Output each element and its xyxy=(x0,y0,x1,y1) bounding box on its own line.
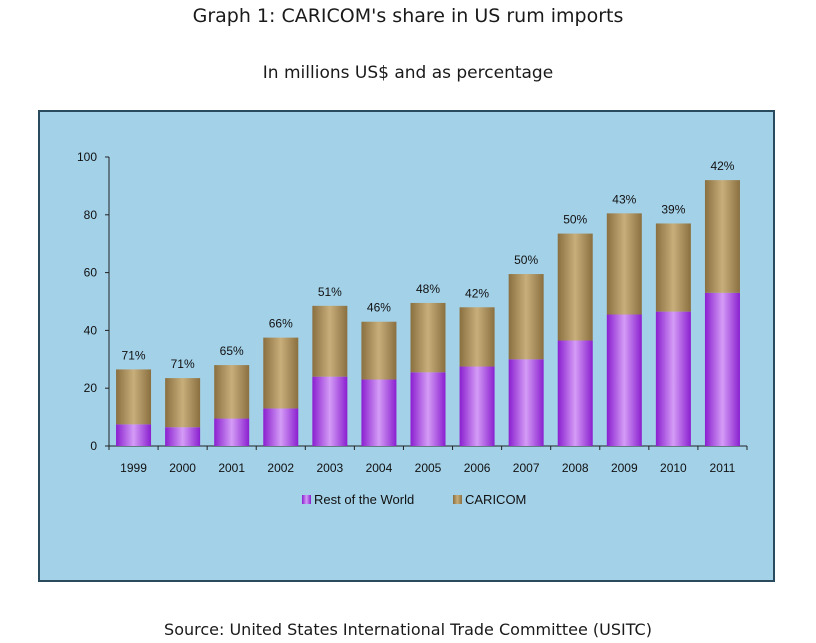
bar-caricom-2003 xyxy=(312,305,348,377)
y-tick-label: 0 xyxy=(90,439,97,453)
chart-subtitle: In millions US$ and as percentage xyxy=(262,63,554,83)
data-label-2011: 42% xyxy=(710,159,734,173)
bar-rest-of-world-2005 xyxy=(410,372,446,446)
data-label-2001: 65% xyxy=(220,344,244,358)
bar-caricom-2007 xyxy=(508,274,544,360)
bar-rest-of-world-2002 xyxy=(263,408,299,446)
chart-area: 0 20 40 60 80 100 1999 71% 2000 71% 2001 65% 2002 66… xyxy=(38,110,775,582)
bar-rest-of-world-1999 xyxy=(116,424,152,446)
x-tick-label-2005: 2005 xyxy=(415,461,442,475)
legend: Rest of the World CARICOM xyxy=(302,492,526,507)
bar-rest-of-world-2004 xyxy=(361,379,397,446)
x-tick-label-2010: 2010 xyxy=(660,461,687,475)
chart-title: Graph 1: CARICOM's share in US rum impor… xyxy=(192,5,624,27)
legend-label-caricom: CARICOM xyxy=(465,492,526,507)
bar-caricom-2009 xyxy=(606,213,642,315)
bar-rest-of-world-2000 xyxy=(165,427,201,446)
x-tick-label-2011: 2011 xyxy=(710,461,736,475)
source-note: Source: United States International Trad… xyxy=(164,620,652,639)
data-label-2000: 71% xyxy=(171,357,195,371)
legend-label-rest-of-the-world: Rest of the World xyxy=(314,492,414,507)
y-tick-label: 20 xyxy=(84,381,98,395)
x-tick-label-2008: 2008 xyxy=(562,461,589,475)
bar-caricom-2005 xyxy=(410,302,446,373)
bar-caricom-2002 xyxy=(263,337,299,409)
bar-caricom-2006 xyxy=(459,307,495,367)
x-tick-label-2001: 2001 xyxy=(218,461,245,475)
y-tick-label: 40 xyxy=(84,323,98,337)
bar-caricom-2000 xyxy=(165,378,201,428)
data-label-2005: 48% xyxy=(416,282,440,296)
data-label-2008: 50% xyxy=(563,213,587,227)
data-label-1999: 71% xyxy=(122,348,146,362)
chart-svg: 0 20 40 60 80 100 1999 71% 2000 71% 2001 65% 2002 66… xyxy=(77,150,748,507)
bar-rest-of-world-2011 xyxy=(704,292,740,446)
data-label-2007: 50% xyxy=(514,253,538,267)
bar-rest-of-world-2001 xyxy=(214,418,250,446)
data-label-2010: 39% xyxy=(661,202,685,216)
legend-swatch-rest-of-the-world xyxy=(302,495,311,504)
bar-rest-of-world-2003 xyxy=(312,376,348,446)
data-label-2009: 43% xyxy=(612,192,636,206)
y-tick-label: 60 xyxy=(84,266,98,280)
x-tick-label-2002: 2002 xyxy=(267,461,294,475)
bar-rest-of-world-2009 xyxy=(606,314,642,446)
bar-caricom-2010 xyxy=(655,223,691,312)
bar-rest-of-world-2010 xyxy=(655,311,691,446)
data-label-2002: 66% xyxy=(269,317,293,331)
x-tick-label-2000: 2000 xyxy=(169,461,196,475)
legend-swatch-caricom xyxy=(453,495,462,504)
bar-caricom-2001 xyxy=(214,365,250,419)
data-label-2004: 46% xyxy=(367,301,391,315)
bar-rest-of-world-2007 xyxy=(508,359,544,446)
bar-rest-of-world-2006 xyxy=(459,366,495,446)
y-tick-label: 100 xyxy=(77,150,97,164)
bars xyxy=(116,180,740,446)
x-tick-label-2006: 2006 xyxy=(464,461,491,475)
bar-caricom-1999 xyxy=(116,369,152,425)
x-tick-label-2007: 2007 xyxy=(513,461,540,475)
x-tick-label-2009: 2009 xyxy=(611,461,638,475)
x-tick-label-2003: 2003 xyxy=(316,461,343,475)
labels: 1999 71% 2000 71% 2001 65% 2002 66% 2003 51% 2004 4… xyxy=(120,159,735,475)
bar-caricom-2004 xyxy=(361,321,397,380)
bar-caricom-2008 xyxy=(557,233,593,341)
data-label-2003: 51% xyxy=(318,285,342,299)
data-label-2006: 42% xyxy=(465,286,489,300)
x-tick-label-2004: 2004 xyxy=(366,461,393,475)
bar-caricom-2011 xyxy=(704,180,740,293)
y-tick-label: 80 xyxy=(84,208,98,222)
bar-rest-of-world-2008 xyxy=(557,340,593,446)
x-tick-label-1999: 1999 xyxy=(120,461,147,475)
